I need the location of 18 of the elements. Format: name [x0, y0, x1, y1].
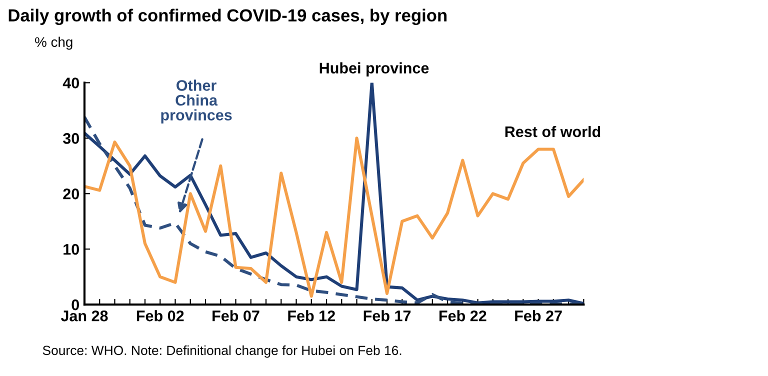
series-label: Rest of world — [505, 126, 600, 138]
y-tick-label: 30 — [62, 133, 79, 144]
x-tick-label: Feb 02 — [136, 310, 184, 322]
x-tick-label: Feb 22 — [439, 310, 486, 322]
y-tick-label: 0 — [72, 299, 79, 310]
y-tick-label: 10 — [64, 244, 79, 255]
x-tick-label: Feb 07 — [212, 310, 260, 322]
x-tick-label: Jan 28 — [60, 310, 108, 322]
y-tick-label: 20 — [63, 188, 79, 200]
chart-title: Daily growth of confirmed COVID-19 cases, by region — [8, 8, 447, 26]
source-note: Source: WHO. Note: Definitional change for Hubei on Feb 16. — [42, 345, 402, 358]
y-tick-label: 40 — [62, 78, 79, 88]
x-tick-label: Feb 27 — [515, 310, 562, 322]
series-label: Hubei province — [320, 62, 429, 77]
x-tick-label: Feb 17 — [364, 310, 411, 322]
text: Other China provinces — [161, 80, 232, 124]
x-tick-label: Feb 12 — [288, 310, 335, 322]
y-axis-title: % chg — [35, 36, 72, 50]
